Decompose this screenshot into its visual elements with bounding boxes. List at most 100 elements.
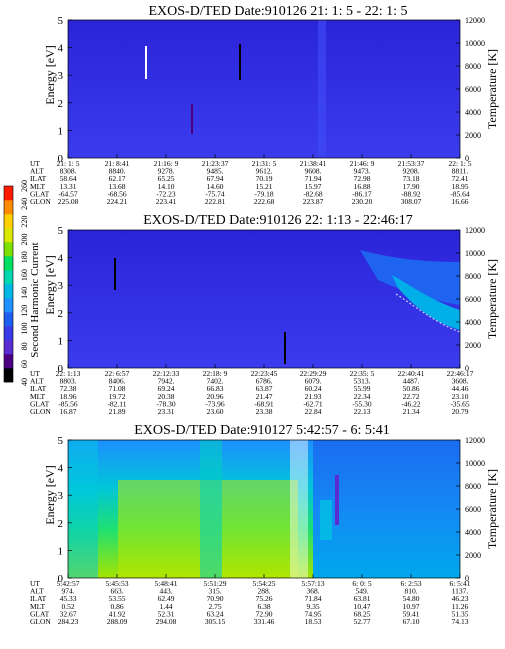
annotation-cell: 19.72 bbox=[109, 392, 126, 401]
y-tick-label: 4 bbox=[58, 43, 64, 55]
annotation-cell: 9.35 bbox=[306, 602, 319, 611]
y-tick-label: 0 bbox=[58, 153, 64, 165]
annotation-cell: -64.57 bbox=[58, 189, 78, 198]
annotation-cell: 3608. bbox=[452, 377, 469, 386]
annotation-cell: 8308. bbox=[60, 167, 77, 176]
annotation-cell: -85.64 bbox=[450, 189, 470, 198]
annotation-row-label: UT bbox=[30, 369, 40, 378]
annotation-cell: 67.94 bbox=[207, 174, 224, 183]
annotation-cell: 60.24 bbox=[305, 384, 322, 393]
annotation-cell: -73.96 bbox=[205, 399, 225, 408]
annotation-cell: 308.07 bbox=[401, 197, 422, 206]
colorbar-swatch bbox=[4, 298, 13, 313]
annotation-cell: 52.77 bbox=[354, 617, 371, 626]
annotation-cell: 22: 1:13 bbox=[56, 369, 81, 378]
y-right-tick-label: 8000 bbox=[465, 482, 481, 491]
annotation-cell: 55.99 bbox=[354, 384, 371, 393]
annotation-cell: 63.87 bbox=[256, 384, 273, 393]
y-right-tick-label: 4000 bbox=[465, 108, 481, 117]
annotation-cell: 222.68 bbox=[254, 197, 275, 206]
annotation-cell: 13.31 bbox=[60, 182, 77, 191]
annotation-cell: 22:46:17 bbox=[447, 369, 474, 378]
annotation-cell: 20.79 bbox=[452, 407, 469, 416]
y-tick-label: 4 bbox=[58, 253, 64, 265]
y-tick-label: 3 bbox=[58, 70, 64, 82]
annotation-cell: 222.81 bbox=[205, 197, 226, 206]
annotation-cell: 41.92 bbox=[109, 609, 126, 618]
annotation-row-label: ILAT bbox=[30, 594, 47, 603]
annotation-cell: 5:42:57 bbox=[57, 579, 80, 588]
y-tick-label: 1 bbox=[58, 125, 64, 137]
annotation-cell: 63.81 bbox=[354, 594, 371, 603]
colorbar-swatch bbox=[4, 242, 13, 257]
colorbar-tick-label: 60 bbox=[20, 360, 29, 368]
y-right-tick-label: 8000 bbox=[465, 272, 481, 281]
annotation-cell: 22.13 bbox=[354, 407, 371, 416]
annotation-cell: -68.56 bbox=[107, 189, 127, 198]
annotation-cell: 18.53 bbox=[305, 617, 322, 626]
annotation-cell: 8803. bbox=[60, 377, 77, 386]
panel-1-title: EXOS-D/TED Date:910126 21: 1: 5 - 22: 1:… bbox=[149, 4, 408, 19]
annotation-cell: -82.68 bbox=[303, 189, 323, 198]
annotation-cell: 23.10 bbox=[452, 392, 469, 401]
annotation-cell: 44.46 bbox=[452, 384, 469, 393]
y-right-tick-label: 12000 bbox=[465, 226, 485, 235]
y-right-tick-label: 12000 bbox=[465, 436, 485, 445]
colorbar-swatch bbox=[4, 284, 13, 299]
annotation-cell: 294.08 bbox=[156, 617, 177, 626]
annotation-cell: 70.19 bbox=[256, 174, 273, 183]
annotation-cell: 9208. bbox=[403, 167, 420, 176]
colorbar-swatch bbox=[4, 354, 13, 369]
y-right-tick-label: 6000 bbox=[465, 295, 481, 304]
annotation-cell: 14.60 bbox=[207, 182, 224, 191]
y-tick-label: 3 bbox=[58, 280, 64, 292]
annotation-cell: 59.41 bbox=[403, 609, 420, 618]
annotation-cell: 22.72 bbox=[403, 392, 420, 401]
y-right-tick-label: 6000 bbox=[465, 505, 481, 514]
annotation-cell: 67.10 bbox=[403, 617, 420, 626]
y-right-tick-label: 4000 bbox=[465, 318, 481, 327]
annotation-cell: 6.38 bbox=[257, 602, 270, 611]
annotation-cell: 10.97 bbox=[403, 602, 420, 611]
annotation-cell: 17.90 bbox=[403, 182, 420, 191]
annotation-cell: 46.23 bbox=[452, 594, 469, 603]
annotation-cell: 288. bbox=[257, 587, 270, 596]
annotation-cell: 68.25 bbox=[354, 609, 371, 618]
annotation-cell: -72.23 bbox=[156, 189, 176, 198]
annotation-cell: 1.44 bbox=[159, 602, 172, 611]
annotation-cell: 21:38:41 bbox=[300, 159, 327, 168]
y-right-tick-label: 2000 bbox=[465, 131, 481, 140]
annotation-cell: 6786. bbox=[256, 377, 273, 386]
annotation-row-label: ALT bbox=[30, 587, 44, 596]
y-tick-label: 2 bbox=[58, 308, 64, 320]
annotation-cell: 22: 6:57 bbox=[105, 369, 130, 378]
panel-3: EXOS-D/TED Date:910127 5:42:57 - 6: 5:41… bbox=[30, 423, 499, 626]
colorbar-tick-label: 220 bbox=[20, 216, 29, 228]
y-tick-label: 5 bbox=[58, 15, 64, 27]
annotation-cell: 5:48:41 bbox=[155, 579, 178, 588]
annotation-cell: 223.87 bbox=[303, 197, 324, 206]
y-tick-label: 2 bbox=[58, 98, 64, 110]
y-axis-label: Energy [eV] bbox=[43, 255, 57, 314]
panel-2-heatmap bbox=[68, 230, 461, 368]
colorbar-swatch bbox=[4, 256, 13, 271]
colorbar-tick-label: 40 bbox=[20, 378, 29, 386]
annotation-cell: 224.21 bbox=[107, 197, 128, 206]
panel-1: EXOS-D/TED Date:910126 21: 1: 5 - 22: 1:… bbox=[30, 4, 499, 206]
colorbar-swatch bbox=[4, 340, 13, 355]
panel-1-heatmap-band bbox=[318, 20, 326, 158]
colorbar: 40 60 80 100 120 140 160 180 200 220 240 260 Second… bbox=[3, 180, 41, 386]
panel-3-heatmap-region bbox=[68, 440, 98, 578]
annotation-cell: 305.15 bbox=[205, 617, 226, 626]
annotation-row-label: GLON bbox=[30, 197, 51, 206]
annotation-cell: 2.75 bbox=[208, 602, 221, 611]
annotation-cell: 21.47 bbox=[256, 392, 273, 401]
annotation-cell: 974. bbox=[61, 587, 74, 596]
annotation-cell: 62.17 bbox=[109, 174, 126, 183]
panel-1-heatmap-field bbox=[68, 20, 460, 158]
annotation-cell: 22:29:29 bbox=[300, 369, 327, 378]
annotation-cell: 663. bbox=[110, 587, 123, 596]
colorbar-swatch bbox=[4, 186, 13, 201]
annotation-row-label: GLAT bbox=[30, 609, 50, 618]
annotation-cell: 23.31 bbox=[158, 407, 175, 416]
